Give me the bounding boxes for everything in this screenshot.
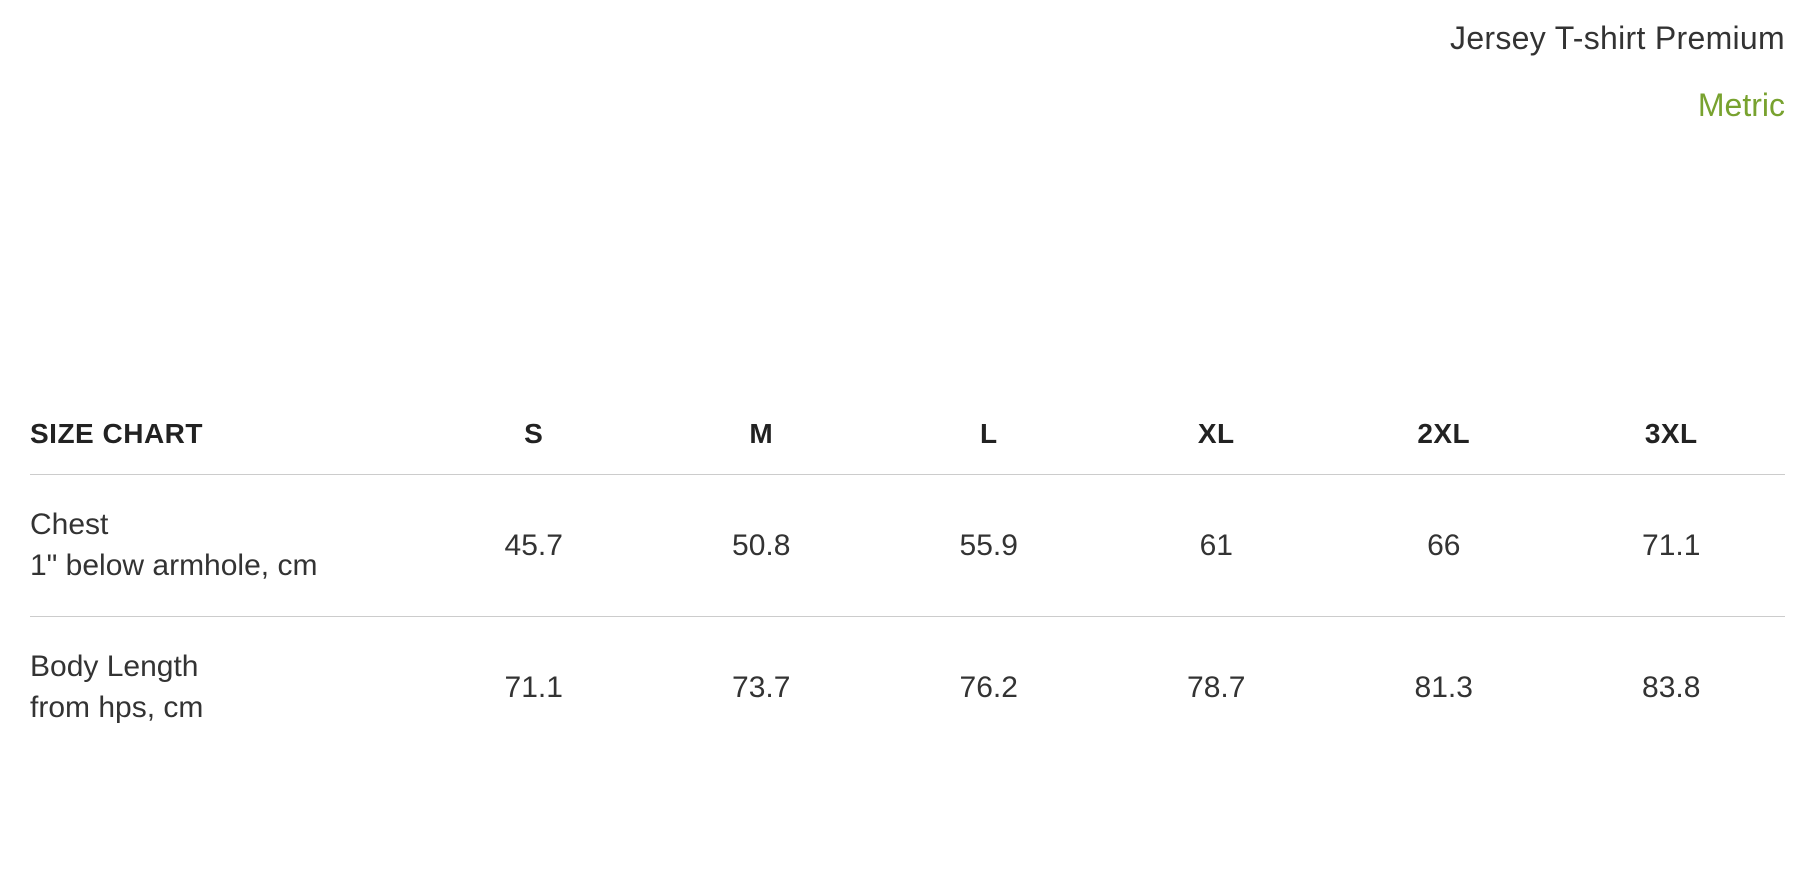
measurement-value: 66	[1330, 475, 1558, 617]
size-chart-table: SIZE CHART S M L XL 2XL 3XL Chest 1" bel…	[30, 404, 1785, 758]
measurement-value: 76.2	[875, 617, 1103, 759]
measurement-label: Body Length from hps, cm	[30, 617, 420, 759]
measurement-value: 81.3	[1330, 617, 1558, 759]
measurement-value: 61	[1103, 475, 1331, 617]
table-row: Chest 1" below armhole, cm 45.7 50.8 55.…	[30, 475, 1785, 617]
size-column-header: S	[420, 404, 648, 475]
measurement-value: 71.1	[420, 617, 648, 759]
measurement-label-line1: Chest	[30, 505, 420, 546]
measurement-value: 50.8	[648, 475, 876, 617]
product-title: Jersey T-shirt Premium	[30, 20, 1785, 57]
size-column-header: 2XL	[1330, 404, 1558, 475]
size-chart-title-header: SIZE CHART	[30, 404, 420, 475]
measurement-value: 78.7	[1103, 617, 1331, 759]
size-column-header: 3XL	[1558, 404, 1786, 475]
table-row: Body Length from hps, cm 71.1 73.7 76.2 …	[30, 617, 1785, 759]
table-header-row: SIZE CHART S M L XL 2XL 3XL	[30, 404, 1785, 475]
measurement-value: 55.9	[875, 475, 1103, 617]
measurement-value: 71.1	[1558, 475, 1786, 617]
measurement-value: 45.7	[420, 475, 648, 617]
measurement-label-line2: from hps, cm	[30, 688, 420, 729]
measurement-label: Chest 1" below armhole, cm	[30, 475, 420, 617]
size-column-header: XL	[1103, 404, 1331, 475]
measurement-label-line1: Body Length	[30, 647, 420, 688]
size-column-header: L	[875, 404, 1103, 475]
measurement-label-line2: 1" below armhole, cm	[30, 546, 420, 587]
measurement-value: 83.8	[1558, 617, 1786, 759]
unit-toggle-link[interactable]: Metric	[30, 87, 1785, 124]
page-header: Jersey T-shirt Premium Metric	[30, 20, 1785, 124]
size-column-header: M	[648, 404, 876, 475]
measurement-value: 73.7	[648, 617, 876, 759]
